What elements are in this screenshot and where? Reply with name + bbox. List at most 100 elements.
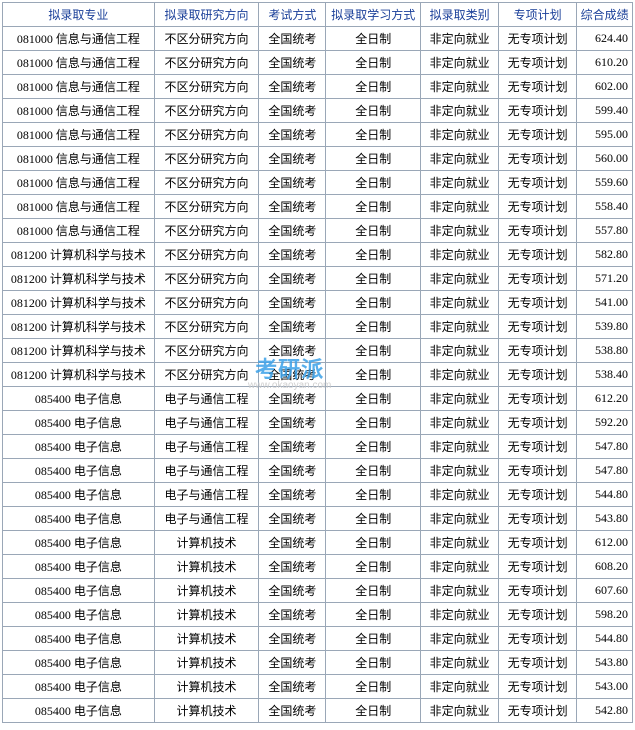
cell: 非定向就业 bbox=[421, 651, 499, 675]
table-body: 081000 信息与通信工程不区分研究方向全国统考全日制非定向就业无专项计划62… bbox=[3, 27, 633, 723]
cell: 全日制 bbox=[326, 99, 421, 123]
table-row: 081000 信息与通信工程不区分研究方向全国统考全日制非定向就业无专项计划56… bbox=[3, 147, 633, 171]
cell: 全国统考 bbox=[259, 531, 326, 555]
cell: 538.40 bbox=[577, 363, 633, 387]
cell: 不区分研究方向 bbox=[154, 51, 259, 75]
cell: 无专项计划 bbox=[499, 171, 577, 195]
cell: 非定向就业 bbox=[421, 195, 499, 219]
table-row: 081200 计算机科学与技术不区分研究方向全国统考全日制非定向就业无专项计划5… bbox=[3, 315, 633, 339]
cell: 085400 电子信息 bbox=[3, 531, 155, 555]
cell: 085400 电子信息 bbox=[3, 387, 155, 411]
cell: 571.20 bbox=[577, 267, 633, 291]
cell: 非定向就业 bbox=[421, 99, 499, 123]
cell: 电子与通信工程 bbox=[154, 483, 259, 507]
cell: 计算机技术 bbox=[154, 555, 259, 579]
cell: 全日制 bbox=[326, 483, 421, 507]
cell: 全日制 bbox=[326, 675, 421, 699]
cell: 085400 电子信息 bbox=[3, 651, 155, 675]
cell: 非定向就业 bbox=[421, 363, 499, 387]
cell: 全日制 bbox=[326, 579, 421, 603]
cell: 610.20 bbox=[577, 51, 633, 75]
cell: 不区分研究方向 bbox=[154, 195, 259, 219]
cell: 624.40 bbox=[577, 27, 633, 51]
table-row: 081200 计算机科学与技术不区分研究方向全国统考全日制非定向就业无专项计划5… bbox=[3, 363, 633, 387]
cell: 081000 信息与通信工程 bbox=[3, 195, 155, 219]
cell: 081000 信息与通信工程 bbox=[3, 123, 155, 147]
cell: 非定向就业 bbox=[421, 171, 499, 195]
cell: 全日制 bbox=[326, 411, 421, 435]
table-row: 081000 信息与通信工程不区分研究方向全国统考全日制非定向就业无专项计划62… bbox=[3, 27, 633, 51]
cell: 全国统考 bbox=[259, 339, 326, 363]
cell: 计算机技术 bbox=[154, 531, 259, 555]
cell: 全国统考 bbox=[259, 291, 326, 315]
cell: 无专项计划 bbox=[499, 627, 577, 651]
cell: 全日制 bbox=[326, 123, 421, 147]
cell: 全日制 bbox=[326, 75, 421, 99]
table-row: 085400 电子信息电子与通信工程全国统考全日制非定向就业无专项计划612.2… bbox=[3, 387, 633, 411]
cell: 无专项计划 bbox=[499, 75, 577, 99]
cell: 非定向就业 bbox=[421, 387, 499, 411]
table-row: 081200 计算机科学与技术不区分研究方向全国统考全日制非定向就业无专项计划5… bbox=[3, 291, 633, 315]
cell: 非定向就业 bbox=[421, 603, 499, 627]
cell: 全日制 bbox=[326, 507, 421, 531]
cell: 081000 信息与通信工程 bbox=[3, 99, 155, 123]
cell: 全日制 bbox=[326, 459, 421, 483]
cell: 计算机技术 bbox=[154, 579, 259, 603]
cell: 081200 计算机科学与技术 bbox=[3, 339, 155, 363]
cell: 全国统考 bbox=[259, 483, 326, 507]
cell: 全国统考 bbox=[259, 699, 326, 723]
cell: 542.80 bbox=[577, 699, 633, 723]
cell: 无专项计划 bbox=[499, 27, 577, 51]
cell: 全日制 bbox=[326, 363, 421, 387]
cell: 电子与通信工程 bbox=[154, 387, 259, 411]
cell: 非定向就业 bbox=[421, 27, 499, 51]
cell: 不区分研究方向 bbox=[154, 291, 259, 315]
table-row: 085400 电子信息计算机技术全国统考全日制非定向就业无专项计划543.80 bbox=[3, 651, 633, 675]
cell: 全日制 bbox=[326, 171, 421, 195]
cell: 无专项计划 bbox=[499, 651, 577, 675]
cell: 电子与通信工程 bbox=[154, 435, 259, 459]
cell: 无专项计划 bbox=[499, 579, 577, 603]
cell: 081000 信息与通信工程 bbox=[3, 75, 155, 99]
admissions-table: 拟录取专业拟录取研究方向考试方式拟录取学习方式拟录取类别专项计划综合成绩 081… bbox=[2, 2, 633, 723]
table-row: 085400 电子信息计算机技术全国统考全日制非定向就业无专项计划612.00 bbox=[3, 531, 633, 555]
cell: 全日制 bbox=[326, 387, 421, 411]
table-row: 085400 电子信息计算机技术全国统考全日制非定向就业无专项计划607.60 bbox=[3, 579, 633, 603]
col-header-3: 拟录取学习方式 bbox=[326, 3, 421, 27]
cell: 全日制 bbox=[326, 555, 421, 579]
col-header-0: 拟录取专业 bbox=[3, 3, 155, 27]
table-row: 085400 电子信息计算机技术全国统考全日制非定向就业无专项计划543.00 bbox=[3, 675, 633, 699]
cell: 无专项计划 bbox=[499, 483, 577, 507]
cell: 不区分研究方向 bbox=[154, 171, 259, 195]
cell: 全国统考 bbox=[259, 435, 326, 459]
cell: 非定向就业 bbox=[421, 411, 499, 435]
cell: 全国统考 bbox=[259, 411, 326, 435]
cell: 全国统考 bbox=[259, 387, 326, 411]
table-row: 081200 计算机科学与技术不区分研究方向全国统考全日制非定向就业无专项计划5… bbox=[3, 243, 633, 267]
cell: 无专项计划 bbox=[499, 387, 577, 411]
cell: 085400 电子信息 bbox=[3, 627, 155, 651]
cell: 不区分研究方向 bbox=[154, 147, 259, 171]
cell: 无专项计划 bbox=[499, 243, 577, 267]
cell: 085400 电子信息 bbox=[3, 699, 155, 723]
cell: 全国统考 bbox=[259, 507, 326, 531]
cell: 不区分研究方向 bbox=[154, 243, 259, 267]
cell: 全日制 bbox=[326, 267, 421, 291]
cell: 全国统考 bbox=[259, 555, 326, 579]
cell: 非定向就业 bbox=[421, 243, 499, 267]
cell: 081200 计算机科学与技术 bbox=[3, 315, 155, 339]
cell: 592.20 bbox=[577, 411, 633, 435]
cell: 081200 计算机科学与技术 bbox=[3, 267, 155, 291]
cell: 不区分研究方向 bbox=[154, 315, 259, 339]
cell: 081200 计算机科学与技术 bbox=[3, 291, 155, 315]
cell: 538.80 bbox=[577, 339, 633, 363]
cell: 无专项计划 bbox=[499, 51, 577, 75]
cell: 不区分研究方向 bbox=[154, 75, 259, 99]
cell: 085400 电子信息 bbox=[3, 459, 155, 483]
cell: 不区分研究方向 bbox=[154, 219, 259, 243]
cell: 081000 信息与通信工程 bbox=[3, 171, 155, 195]
cell: 非定向就业 bbox=[421, 531, 499, 555]
cell: 无专项计划 bbox=[499, 555, 577, 579]
cell: 非定向就业 bbox=[421, 459, 499, 483]
table-row: 085400 电子信息计算机技术全国统考全日制非定向就业无专项计划544.80 bbox=[3, 627, 633, 651]
